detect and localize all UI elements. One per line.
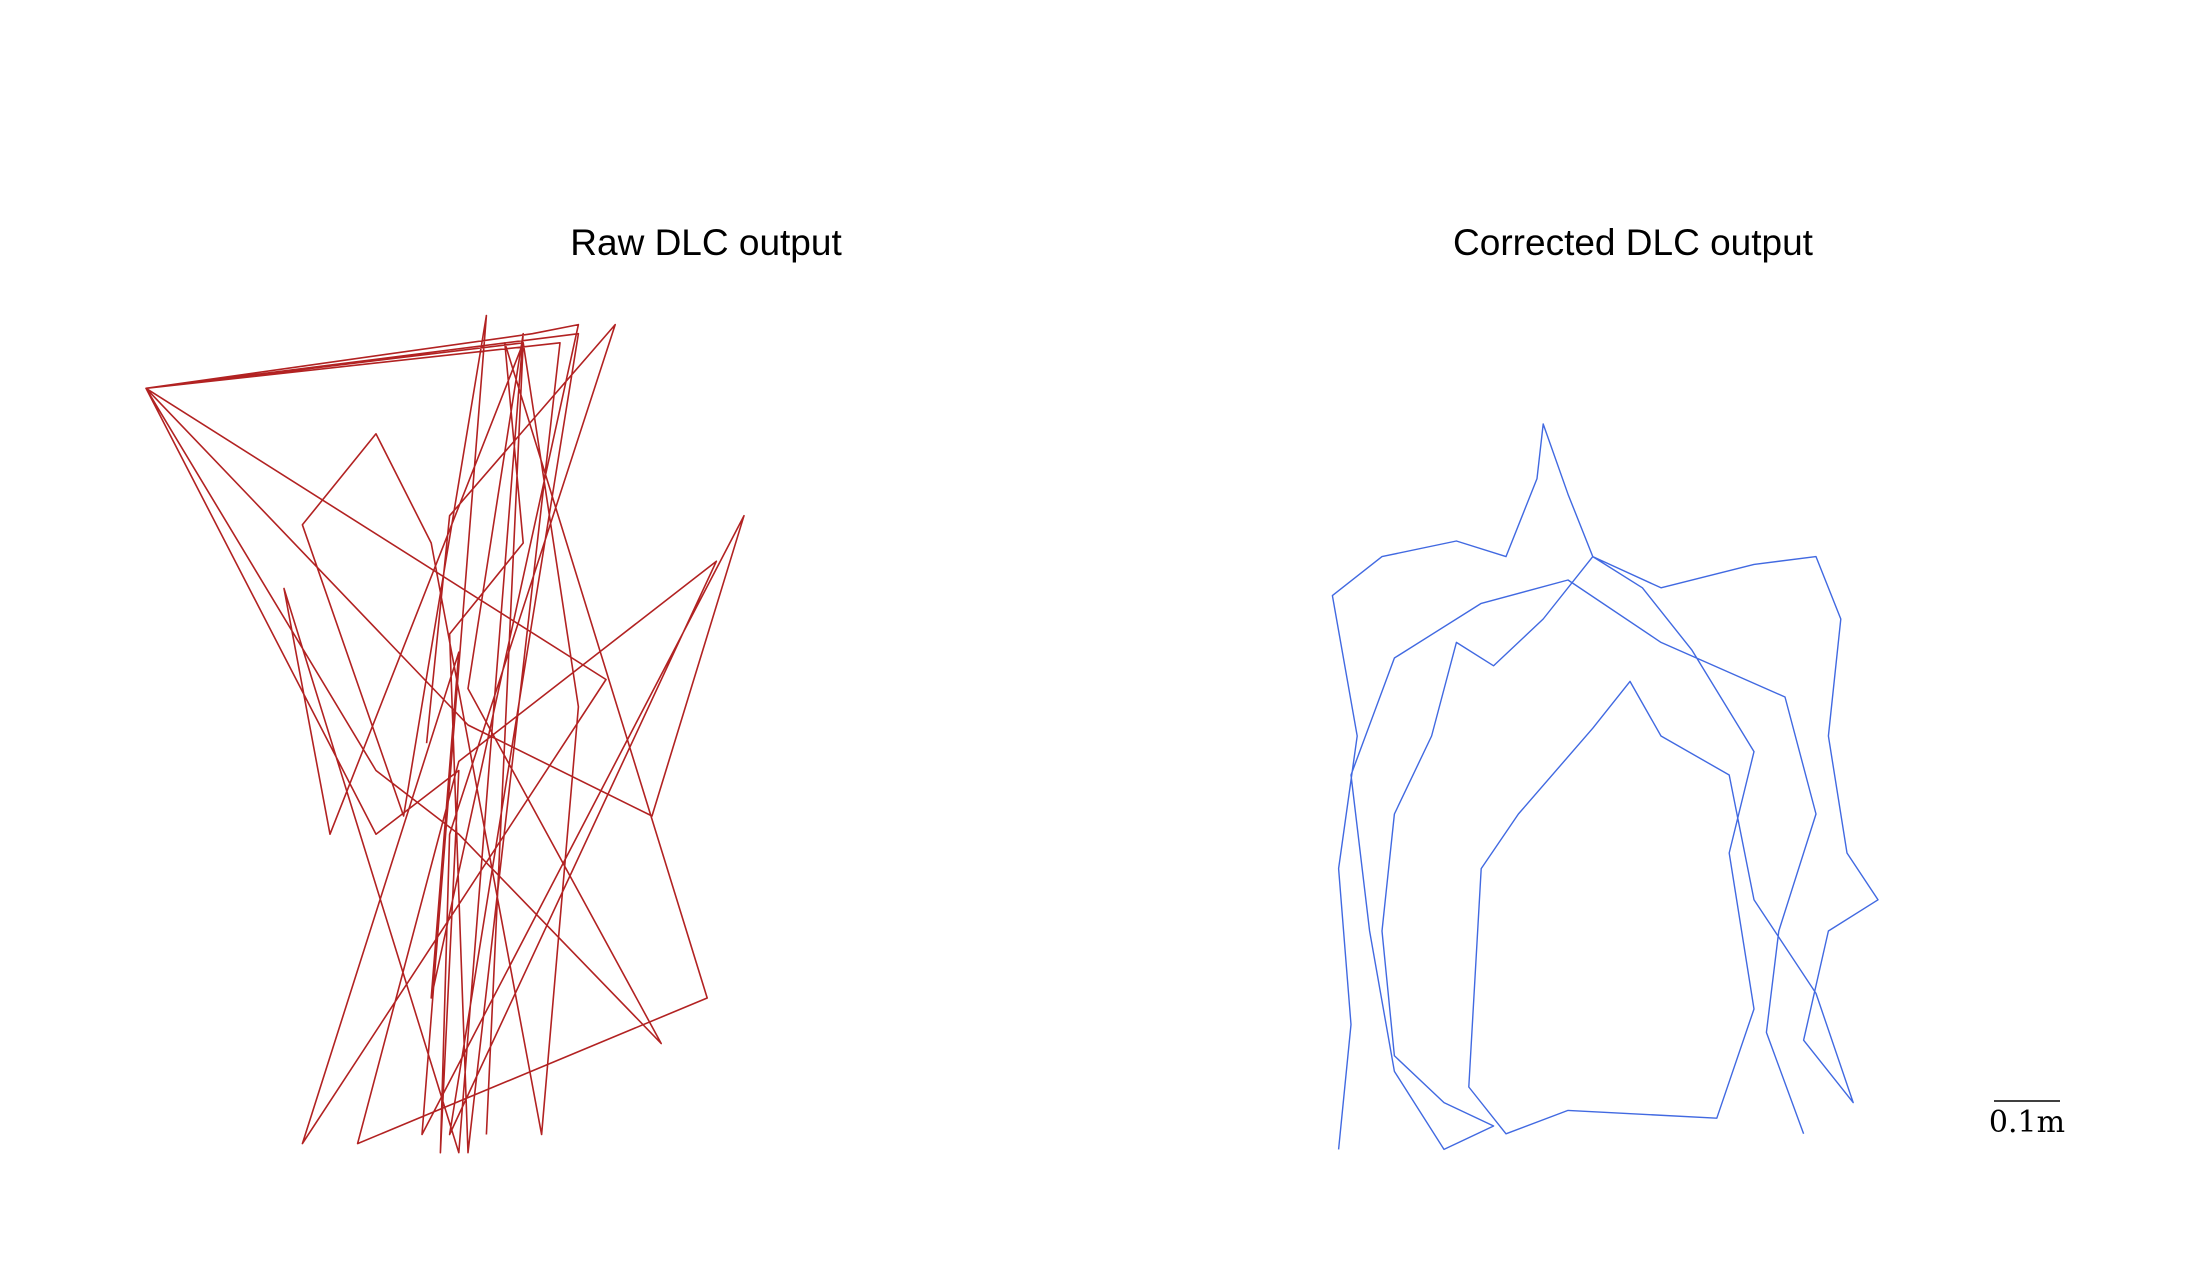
corrected-trajectory-panel: Corrected DLC output bbox=[1331, 222, 1879, 1151]
scale-bar-label: 0.1m bbox=[1989, 1105, 2065, 1140]
raw-trajectory-panel: Raw DLC output bbox=[145, 222, 842, 1154]
corrected-trajectory bbox=[1331, 423, 1879, 1151]
raw-trajectory-line bbox=[145, 314, 745, 1154]
corrected-trajectory-line bbox=[1331, 423, 1879, 1151]
scale-bar: 0.1m bbox=[1989, 1100, 2065, 1140]
corrected-panel-title: Corrected DLC output bbox=[1453, 222, 1814, 263]
raw-panel-title: Raw DLC output bbox=[570, 222, 842, 263]
raw-trajectory bbox=[145, 314, 745, 1154]
